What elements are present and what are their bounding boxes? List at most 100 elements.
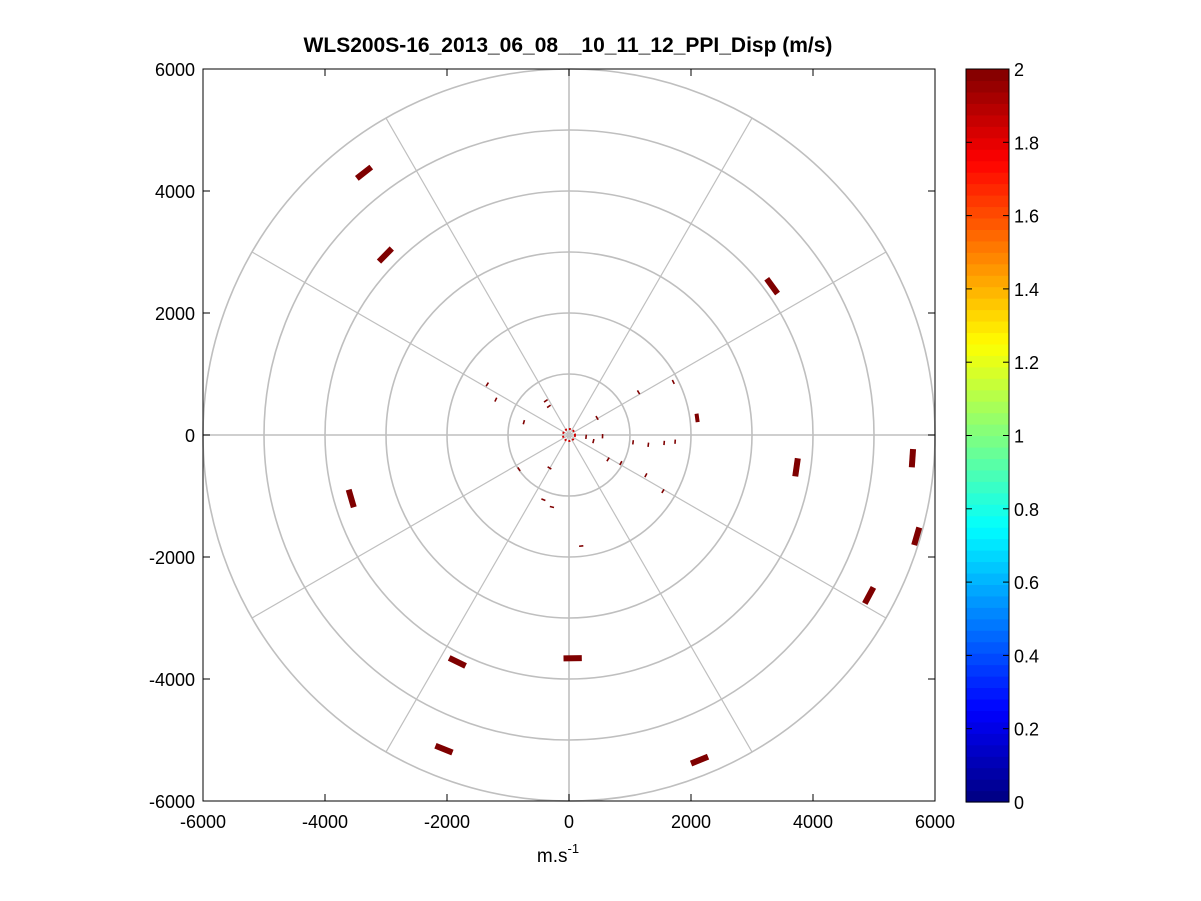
x-axis-label-superscript: -1 xyxy=(568,841,580,856)
x-axis: -6000 -4000 -2000 0 2000 4000 6000 xyxy=(180,69,955,832)
colorbar-band-51 xyxy=(966,206,1009,219)
data-point-2 xyxy=(764,277,780,296)
data-point-7 xyxy=(694,413,700,423)
y-tick-label-0: -6000 xyxy=(149,792,195,812)
colorbar-band-5 xyxy=(966,733,1009,746)
colorbar-band-50 xyxy=(966,217,1009,230)
colorbar-band-40 xyxy=(966,332,1009,345)
data-point-9 xyxy=(447,655,467,669)
data-point-19 xyxy=(636,390,641,395)
colorbar-band-45 xyxy=(966,275,1009,288)
data-point-15 xyxy=(494,397,498,402)
colorbar-band-14 xyxy=(966,630,1009,643)
colorbar-band-59 xyxy=(966,114,1009,127)
colorbar-band-34 xyxy=(966,401,1009,414)
data-point-36 xyxy=(547,466,552,470)
x-axis-label: m.s-1 xyxy=(537,841,579,867)
colorbar-band-23 xyxy=(966,527,1009,540)
data-marks xyxy=(345,164,923,767)
colorbar-band-24 xyxy=(966,515,1009,528)
colorbar-band-33 xyxy=(966,412,1009,425)
data-point-6 xyxy=(792,457,801,477)
x-tick-label-6: 6000 xyxy=(915,812,955,832)
colorbar-band-0 xyxy=(966,790,1009,803)
data-point-18 xyxy=(546,404,552,409)
grid-spoke-5 xyxy=(251,251,570,436)
data-point-28 xyxy=(661,488,665,494)
x-tick-label-4: 2000 xyxy=(671,812,711,832)
data-point-5 xyxy=(862,585,877,605)
y-tick-label-5: 4000 xyxy=(155,182,195,202)
colorbar-band-42 xyxy=(966,309,1009,322)
data-point-17 xyxy=(543,398,549,403)
colorbar-band-46 xyxy=(966,263,1009,276)
data-point-35 xyxy=(517,466,521,472)
data-point-12 xyxy=(689,753,710,767)
colorbar-band-31 xyxy=(966,435,1009,448)
colorbar-band-9 xyxy=(966,687,1009,700)
colorbar-band-6 xyxy=(966,721,1009,734)
colorbar-band-17 xyxy=(966,595,1009,608)
colorbar-band-49 xyxy=(966,229,1009,242)
colorbar-band-11 xyxy=(966,664,1009,677)
data-point-16 xyxy=(522,419,526,425)
colorbar-tick-label-3: 0.6 xyxy=(1014,573,1039,593)
colorbar-band-63 xyxy=(966,69,1009,82)
data-point-27 xyxy=(644,472,648,478)
colorbar-band-16 xyxy=(966,607,1009,620)
data-point-14 xyxy=(485,382,490,387)
grid-spoke-7 xyxy=(251,434,570,619)
data-point-20 xyxy=(595,415,599,421)
data-point-11 xyxy=(434,742,454,756)
origin-marker xyxy=(562,428,576,442)
colorbar-tick-label-4: 0.8 xyxy=(1014,500,1039,520)
data-point-4 xyxy=(911,526,923,546)
colorbar-band-7 xyxy=(966,710,1009,723)
colorbar-tick-label-0: 0 xyxy=(1014,793,1024,813)
data-point-30 xyxy=(592,438,595,444)
colorbar-band-39 xyxy=(966,343,1009,356)
colorbar-band-52 xyxy=(966,194,1009,208)
colorbar-tick-label-2: 0.4 xyxy=(1014,646,1039,666)
x-tick-label-3: 0 xyxy=(564,812,574,832)
colorbar-tick-label-8: 1.6 xyxy=(1014,207,1039,227)
data-point-13 xyxy=(671,379,675,385)
colorbar-band-37 xyxy=(966,366,1009,379)
grid-spoke-10 xyxy=(568,434,753,753)
colorbar-band-32 xyxy=(966,424,1009,437)
colorbar-band-56 xyxy=(966,149,1009,162)
colorbar-band-1 xyxy=(966,779,1009,792)
colorbar-band-61 xyxy=(966,91,1009,104)
colorbar-tick-label-6: 1.2 xyxy=(1014,353,1039,373)
colorbar-band-26 xyxy=(966,492,1009,505)
colorbar-band-28 xyxy=(966,469,1009,482)
colorbar-band-27 xyxy=(966,481,1009,494)
data-point-0 xyxy=(354,164,374,181)
colorbar-band-58 xyxy=(966,126,1009,139)
colorbar-band-15 xyxy=(966,618,1009,631)
colorbar-band-57 xyxy=(966,137,1009,150)
grid-spoke-2 xyxy=(568,117,753,436)
colorbar-band-4 xyxy=(966,744,1009,757)
data-point-8 xyxy=(345,488,357,509)
grid-spoke-1 xyxy=(568,251,887,436)
colorbar-band-25 xyxy=(966,504,1009,517)
y-tick-label-6: 6000 xyxy=(155,60,195,80)
grid-spoke-11 xyxy=(568,434,887,619)
data-point-25 xyxy=(606,457,610,462)
colorbar-band-55 xyxy=(966,160,1009,173)
colorbar-tick-label-1: 0.2 xyxy=(1014,720,1039,740)
colorbar-band-60 xyxy=(966,103,1009,116)
x-axis-label-base: m.s xyxy=(537,846,568,867)
colorbar-band-47 xyxy=(966,252,1009,265)
data-point-33 xyxy=(549,505,555,509)
colorbar-band-44 xyxy=(966,286,1009,299)
colorbar-band-29 xyxy=(966,458,1009,471)
colorbar-band-35 xyxy=(966,389,1009,402)
data-point-32 xyxy=(541,498,546,502)
y-axis: -6000 -4000 -2000 0 2000 4000 6000 xyxy=(149,60,935,812)
x-tick-label-0: -6000 xyxy=(180,812,226,832)
colorbar-band-18 xyxy=(966,584,1009,597)
chart-title: WLS200S-16_2013_06_08__10_11_12_PPI_Disp… xyxy=(304,34,833,57)
